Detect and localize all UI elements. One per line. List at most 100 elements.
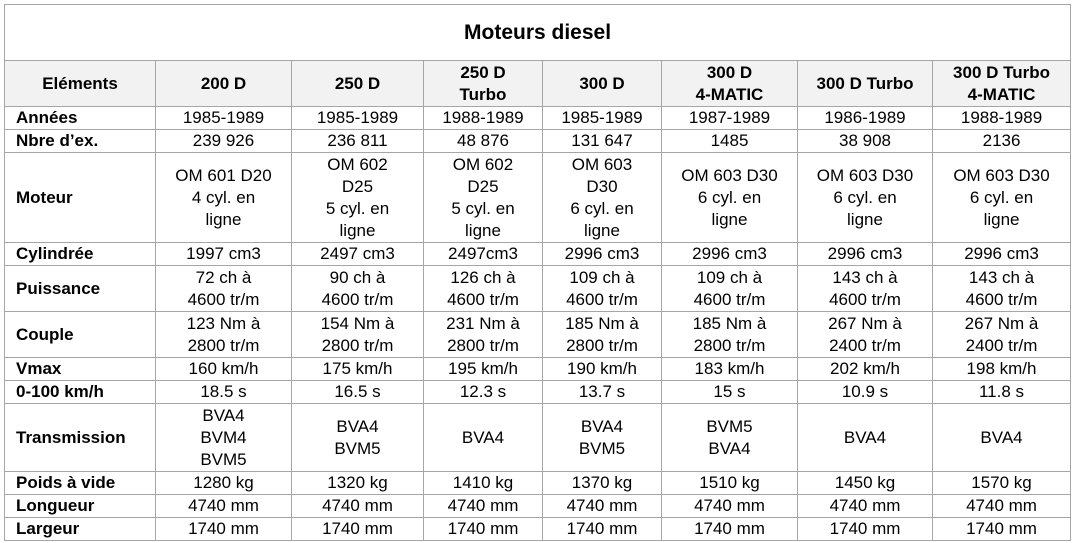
cell: 267 Nm à 2400 tr/m — [931, 311, 1072, 358]
cell: 1740 mm — [155, 517, 292, 541]
row-label: Moteur — [4, 152, 156, 243]
cell: 38 908 — [797, 129, 933, 153]
column-header: 250 D — [291, 60, 424, 107]
cell: 90 ch à 4600 tr/m — [291, 265, 424, 312]
data-row: Puissance 72 ch à 4600 tr/m 90 ch à 4600 t… — [4, 265, 1072, 312]
cell: 72 ch à 4600 tr/m — [155, 265, 292, 312]
cell: BVA4 BVM5 — [542, 403, 662, 472]
data-row: Transmission BVA4 BVM4 BVM5 BVA4 BVM5 BVA4 B… — [4, 403, 1072, 472]
cell: 10.9 s — [797, 380, 933, 404]
cell: BVM5 BVA4 — [661, 403, 798, 472]
cell: 267 Nm à 2400 tr/m — [797, 311, 933, 358]
row-label: Cylindrée — [4, 242, 156, 266]
cell: 4740 mm — [542, 494, 662, 518]
cell: OM 602 D25 5 cyl. en ligne — [291, 152, 424, 243]
cell: OM 603 D30 6 cyl. en ligne — [931, 152, 1072, 243]
row-label: Transmission — [4, 403, 156, 472]
cell: 1740 mm — [542, 517, 662, 541]
data-row: Couple 123 Nm à 2800 tr/m 154 Nm à 2800 tr… — [4, 311, 1072, 358]
cell: 195 km/h — [423, 357, 543, 381]
cell: 15 s — [661, 380, 798, 404]
row-label: Vmax — [4, 357, 156, 381]
cell: 109 ch à 4600 tr/m — [542, 265, 662, 312]
cell: 2996 cm3 — [931, 242, 1072, 266]
cell: BVA4 BVM4 BVM5 — [155, 403, 292, 472]
cell: BVA4 — [797, 403, 933, 472]
cell: 1510 kg — [661, 471, 798, 495]
cell: 1320 kg — [291, 471, 424, 495]
cell: 4740 mm — [291, 494, 424, 518]
cell: 1988-1989 — [931, 106, 1072, 130]
cell: 175 km/h — [291, 357, 424, 381]
cell: 12.3 s — [423, 380, 543, 404]
column-header: 300 D Turbo — [797, 60, 933, 107]
row-label: Longueur — [4, 494, 156, 518]
cell: 1570 kg — [931, 471, 1072, 495]
cell: 1986-1989 — [797, 106, 933, 130]
cell: 4740 mm — [797, 494, 933, 518]
cell: 1410 kg — [423, 471, 543, 495]
data-row: 0-100 km/h 18.5 s 16.5 s 12.3 s 13.7 s 15 s 10… — [4, 380, 1072, 404]
cell: 1985-1989 — [155, 106, 292, 130]
data-row: Années 1985-1989 1985-1989 1988-1989 1985-19… — [4, 106, 1072, 130]
cell: 4740 mm — [423, 494, 543, 518]
spec-table: Moteurs diesel Eléments 200 D 250 D 250 D T… — [3, 4, 1072, 541]
cell: 1997 cm3 — [155, 242, 292, 266]
cell: 1740 mm — [291, 517, 424, 541]
data-row: Cylindrée 1997 cm3 2497 cm3 2497cm3 2996 cm3… — [4, 242, 1072, 266]
row-label: Couple — [4, 311, 156, 358]
cell: 198 km/h — [931, 357, 1072, 381]
cell: 2136 — [931, 129, 1072, 153]
row-label: Largeur — [4, 517, 156, 541]
title-row: Moteurs diesel — [3, 4, 1072, 61]
data-row: Vmax 160 km/h 175 km/h 195 km/h 190 km/h 183 … — [4, 357, 1072, 381]
cell: 143 ch à 4600 tr/m — [931, 265, 1072, 312]
cell: 109 ch à 4600 tr/m — [661, 265, 798, 312]
cell: 2497cm3 — [423, 242, 543, 266]
cell: 2996 cm3 — [797, 242, 933, 266]
column-header: 250 D Turbo — [423, 60, 543, 107]
column-header: 200 D — [155, 60, 292, 107]
row-label: Années — [4, 106, 156, 130]
cell: BVA4 BVM5 — [291, 403, 424, 472]
cell: 1740 mm — [423, 517, 543, 541]
cell: 160 km/h — [155, 357, 292, 381]
cell: OM 601 D20 4 cyl. en ligne — [155, 152, 292, 243]
column-header: 300 D — [542, 60, 662, 107]
row-label: Poids à vide — [4, 471, 156, 495]
cell: 48 876 — [423, 129, 543, 153]
cell: 1370 kg — [542, 471, 662, 495]
column-header: 300 D 4-MATIC — [661, 60, 798, 107]
cell: 236 811 — [291, 129, 424, 153]
column-header: 300 D Turbo 4-MATIC — [931, 60, 1072, 107]
cell: 1740 mm — [661, 517, 798, 541]
cell: BVA4 — [931, 403, 1072, 472]
cell: OM 603 D30 6 cyl. en ligne — [661, 152, 798, 243]
cell: 185 Nm à 2800 tr/m — [661, 311, 798, 358]
cell: 2996 cm3 — [661, 242, 798, 266]
data-row: Longueur 4740 mm 4740 mm 4740 mm 4740 mm 4740… — [4, 494, 1072, 518]
cell: 13.7 s — [542, 380, 662, 404]
data-row: Largeur 1740 mm 1740 mm 1740 mm 1740 mm 1740 … — [4, 517, 1072, 541]
cell: 126 ch à 4600 tr/m — [423, 265, 543, 312]
cell: 239 926 — [155, 129, 292, 153]
cell: 1985-1989 — [542, 106, 662, 130]
cell: 1280 kg — [155, 471, 292, 495]
row-label: Nbre d’ex. — [4, 129, 156, 153]
cell: 123 Nm à 2800 tr/m — [155, 311, 292, 358]
cell: 4740 mm — [661, 494, 798, 518]
cell: 183 km/h — [661, 357, 798, 381]
cell: 2996 cm3 — [542, 242, 662, 266]
cell: 1740 mm — [797, 517, 933, 541]
cell: 1985-1989 — [291, 106, 424, 130]
row-label: 0-100 km/h — [4, 380, 156, 404]
table-title: Moteurs diesel — [3, 4, 1072, 61]
data-row: Nbre d’ex. 239 926 236 811 48 876 131 647 148… — [4, 129, 1072, 153]
row-label: Puissance — [4, 265, 156, 312]
cell: 16.5 s — [291, 380, 424, 404]
cell: 11.8 s — [931, 380, 1072, 404]
cell: 1740 mm — [931, 517, 1072, 541]
data-row: Moteur OM 601 D20 4 cyl. en ligne OM 602 D… — [4, 152, 1072, 243]
cell: 143 ch à 4600 tr/m — [797, 265, 933, 312]
